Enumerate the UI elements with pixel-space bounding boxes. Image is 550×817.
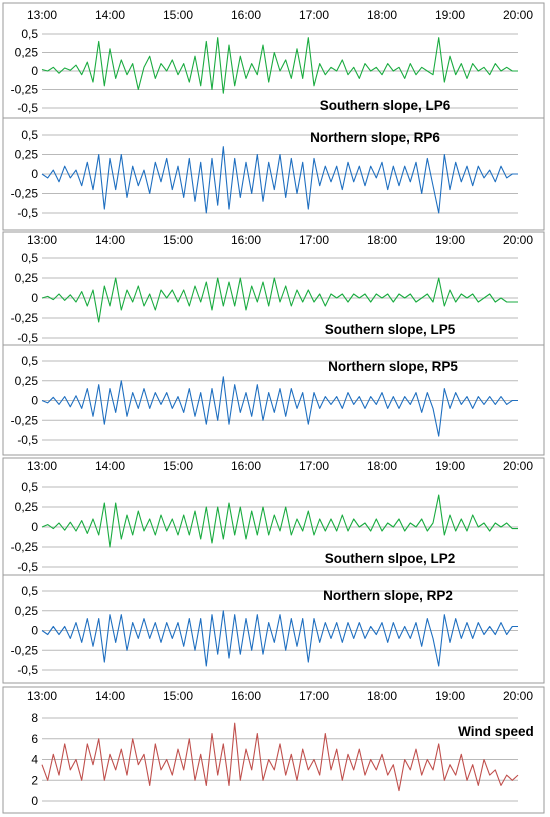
panel-title: Southern slpoe, LP2 bbox=[325, 551, 456, 566]
x-tick-label: 18:00 bbox=[367, 459, 397, 473]
y-tick-label: 0 bbox=[31, 794, 38, 808]
y-tick-label: 0,5 bbox=[21, 27, 38, 41]
x-tick-label: 20:00 bbox=[503, 233, 533, 247]
y-tick-label: 0,5 bbox=[21, 251, 38, 265]
series-line bbox=[41, 722, 519, 792]
x-tick-label: 19:00 bbox=[435, 459, 465, 473]
y-tick-label: 0,5 bbox=[21, 480, 38, 494]
x-tick-label: 14:00 bbox=[95, 689, 125, 703]
y-tick-label: -0,5 bbox=[17, 663, 38, 677]
y-tick-label: 0,25 bbox=[15, 374, 39, 388]
x-tick-label: 13:00 bbox=[27, 689, 57, 703]
x-tick-label: 18:00 bbox=[367, 8, 397, 22]
y-tick-label: 0,25 bbox=[15, 46, 39, 60]
chart-panel-5: 0,5 0,25 0 -0,25 -0,5 13:00 14:00 15:00 16:00 17:… bbox=[2, 457, 545, 576]
x-tick-label: 18:00 bbox=[367, 233, 397, 247]
y-tick-label: 0 bbox=[31, 520, 38, 534]
x-tick-label: 15:00 bbox=[163, 8, 193, 22]
chart-panel-1: 0,5 0,25 0 -0,25 -0,5 13:00 14:00 15:00 16:00 17:… bbox=[2, 2, 545, 119]
panel-frame bbox=[2, 2, 545, 119]
y-tick-label: -0,25 bbox=[11, 540, 39, 554]
x-tick-label: 17:00 bbox=[299, 689, 329, 703]
x-tick-label: 14:00 bbox=[95, 233, 125, 247]
panel-frame bbox=[2, 686, 545, 814]
y-tick-label: -0,25 bbox=[11, 83, 39, 97]
x-tick-label: 19:00 bbox=[435, 233, 465, 247]
x-tick-label: 16:00 bbox=[231, 689, 261, 703]
x-tick-label: 19:00 bbox=[435, 689, 465, 703]
series-line bbox=[41, 37, 518, 94]
x-tick-label: 20:00 bbox=[503, 689, 533, 703]
panel-title: Wind speed bbox=[458, 724, 534, 739]
y-tick-label: -0,25 bbox=[11, 311, 39, 325]
series-line bbox=[41, 494, 518, 548]
y-tick-label: 0 bbox=[31, 64, 38, 78]
x-tick-label: 17:00 bbox=[299, 8, 329, 22]
panel-title: Northern slope, RP6 bbox=[310, 130, 440, 145]
series-line bbox=[41, 610, 518, 667]
panel-title: Northern slope, RP5 bbox=[328, 359, 458, 374]
x-tick-label: 13:00 bbox=[27, 459, 57, 473]
y-tick-label: 0 bbox=[31, 291, 38, 305]
y-tick-label: -0,5 bbox=[17, 331, 38, 345]
x-tick-label: 13:00 bbox=[27, 233, 57, 247]
y-tick-label: 4 bbox=[31, 753, 38, 767]
y-tick-label: -0,5 bbox=[17, 101, 38, 115]
y-tick-label: -0,5 bbox=[17, 433, 38, 447]
chart-panel-7: 8 6 4 2 0 13:00 14:00 15:00 16:00 17:00 18:00 19:00… bbox=[2, 686, 545, 814]
y-tick-label: 6 bbox=[31, 732, 38, 746]
x-tick-label: 20:00 bbox=[503, 8, 533, 22]
y-tick-label: -0,25 bbox=[11, 643, 39, 657]
panel-frame bbox=[2, 574, 545, 684]
y-tick-label: 8 bbox=[31, 711, 38, 725]
x-tick-label: 16:00 bbox=[231, 233, 261, 247]
y-tick-label: 0,25 bbox=[15, 271, 39, 285]
chart-panel-3: 0,5 0,25 0 -0,25 -0,5 13:00 14:00 15:00 16:00 17:… bbox=[2, 231, 545, 346]
series-line bbox=[41, 376, 518, 437]
x-tick-label: 17:00 bbox=[299, 459, 329, 473]
x-tick-label: 20:00 bbox=[503, 459, 533, 473]
y-tick-label: 0 bbox=[31, 624, 38, 638]
x-tick-label: 18:00 bbox=[367, 689, 397, 703]
panel-title: Southern slope, LP5 bbox=[325, 322, 456, 337]
x-tick-label: 14:00 bbox=[95, 8, 125, 22]
chart-panel-4: 0,5 0,25 0 -0,25 -0,5 Northern slope, RP5 bbox=[2, 344, 545, 456]
series-line bbox=[41, 146, 518, 214]
y-tick-label: -0,5 bbox=[17, 206, 38, 220]
x-tick-label: 17:00 bbox=[299, 233, 329, 247]
y-tick-label: 0,5 bbox=[21, 354, 38, 368]
y-tick-label: 0,5 bbox=[21, 128, 38, 142]
x-tick-label: 15:00 bbox=[163, 233, 193, 247]
y-tick-label: 0,25 bbox=[15, 500, 39, 514]
x-tick-label: 19:00 bbox=[435, 8, 465, 22]
panel-title: Northern slope, RP2 bbox=[323, 588, 453, 603]
y-tick-label: 0 bbox=[31, 167, 38, 181]
panel-title: Southern slope, LP6 bbox=[320, 98, 451, 113]
y-tick-label: 0,25 bbox=[15, 148, 39, 162]
x-tick-label: 14:00 bbox=[95, 459, 125, 473]
y-tick-label: 0,5 bbox=[21, 584, 38, 598]
x-tick-label: 15:00 bbox=[163, 689, 193, 703]
x-tick-label: 15:00 bbox=[163, 459, 193, 473]
y-tick-label: -0,25 bbox=[11, 413, 39, 427]
y-tick-label: -0,5 bbox=[17, 560, 38, 574]
chart-panel-6: 0,5 0,25 0 -0,25 -0,5 Northern slope, RP2 bbox=[2, 574, 545, 684]
y-tick-label: 2 bbox=[31, 773, 38, 787]
panel-frame bbox=[2, 231, 545, 346]
y-tick-label: -0,25 bbox=[11, 187, 39, 201]
series-line bbox=[41, 277, 518, 323]
x-tick-label: 16:00 bbox=[231, 459, 261, 473]
x-tick-label: 13:00 bbox=[27, 8, 57, 22]
x-tick-label: 16:00 bbox=[231, 8, 261, 22]
y-tick-label: 0 bbox=[31, 394, 38, 408]
y-tick-label: 0,25 bbox=[15, 604, 39, 618]
chart-panel-2: 0,5 0,25 0 -0,25 -0,5 Northern slope, RP6 bbox=[2, 117, 545, 231]
